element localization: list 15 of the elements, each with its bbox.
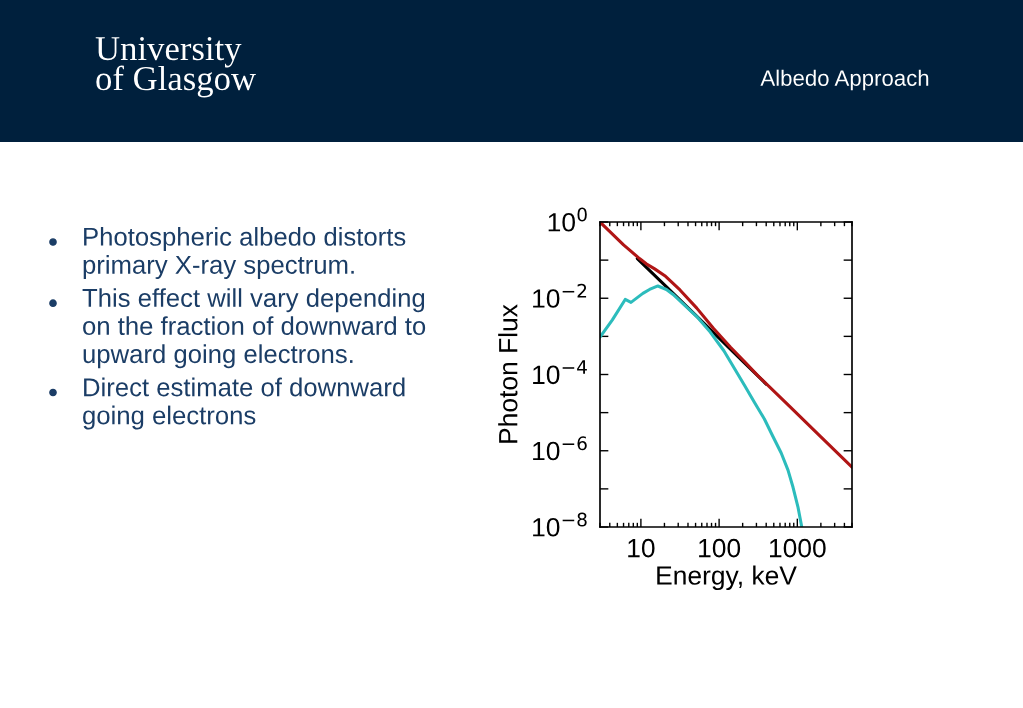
y-tick-label: 10$^{−4}$ bbox=[533, 360, 587, 385]
x-axis-title: Energy, keV bbox=[657, 565, 797, 591]
chart-title: Albedo Approach bbox=[760, 69, 929, 91]
x-tick-label: 1000 bbox=[769, 538, 826, 558]
x-tick-label: 10 bbox=[628, 538, 655, 558]
x-tick-label: 100 bbox=[699, 538, 741, 558]
text: University of Glasgow bbox=[95, 37, 256, 98]
y-tick-label: 10$^{0}$ bbox=[548, 207, 587, 232]
text: Photospheric albedo distorts primary X-ray spectrum. bbox=[83, 227, 406, 279]
text: Direct estimate of downward going electrons bbox=[83, 377, 405, 430]
y-tick-label: 10$^{−6}$ bbox=[533, 436, 587, 461]
y-tick-label: 10$^{−8}$ bbox=[533, 512, 587, 537]
y-tick-label: 10$^{−2}$ bbox=[533, 283, 587, 308]
text: This effect will vary depending on the fraction of downward to upward going electrons. bbox=[82, 288, 426, 369]
y-axis-title: Photon Flux bbox=[498, 304, 518, 443]
